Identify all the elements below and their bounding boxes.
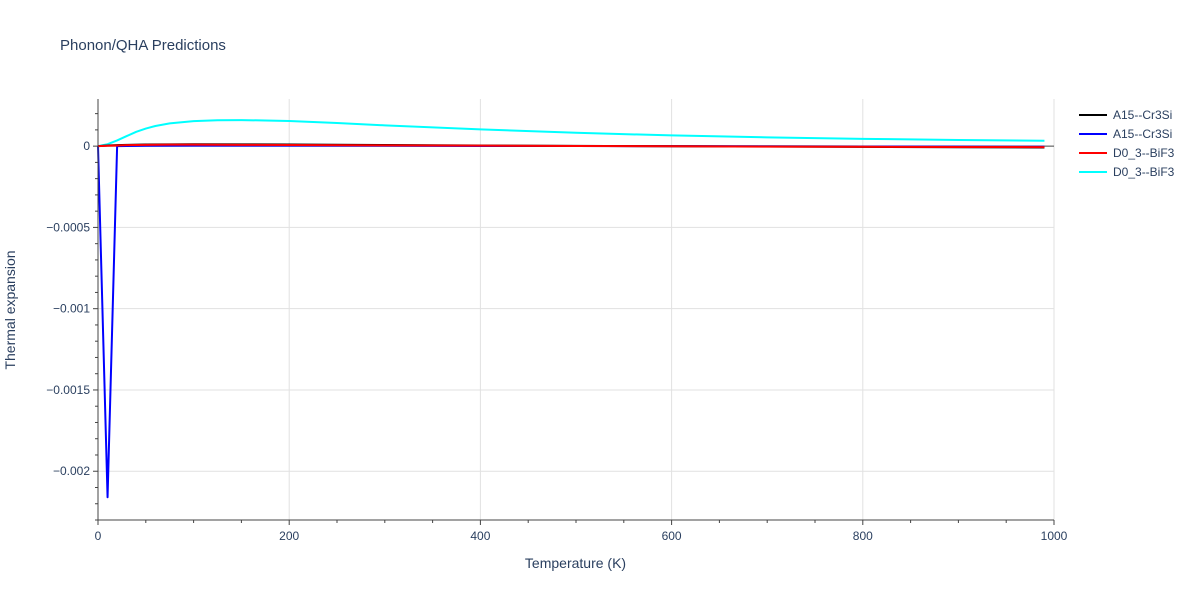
chart-title: Phonon/QHA Predictions <box>60 37 226 54</box>
x-tick-label: 0 <box>95 529 102 543</box>
x-axis-title: Temperature (K) <box>525 555 626 571</box>
x-tick-label: 1000 <box>1041 529 1068 543</box>
legend-label: A15--Cr3Si <box>1113 127 1172 141</box>
y-tick-label: 0 <box>83 139 90 153</box>
x-tick-label: 600 <box>662 529 682 543</box>
x-tick-label: 200 <box>279 529 299 543</box>
legend-label: A15--Cr3Si <box>1113 108 1172 122</box>
x-axis-ticks: 0 200 400 600 800 1000 <box>95 520 1068 543</box>
x-tick-label: 400 <box>470 529 490 543</box>
y-tick-label: −0.001 <box>53 302 90 316</box>
plot-series <box>97 119 1045 499</box>
legend: A15--Cr3Si A15--Cr3Si D0_3--BiF3 D0_3--BiF3 <box>1079 108 1175 179</box>
legend-label: D0_3--BiF3 <box>1113 146 1175 160</box>
series-line-3 <box>97 119 1045 148</box>
y-tick-label: −0.002 <box>53 464 90 478</box>
legend-label: D0_3--BiF3 <box>1113 165 1175 179</box>
y-tick-label: −0.0015 <box>46 383 90 397</box>
y-axis-title: Thermal expansion <box>2 250 18 369</box>
x-tick-label: 800 <box>853 529 873 543</box>
y-axis-ticks: 0 −0.0005 −0.001 −0.0015 −0.002 <box>46 113 98 521</box>
y-tick-label: −0.0005 <box>46 220 90 234</box>
series-line-2 <box>97 143 1045 149</box>
gridlines <box>98 99 1055 520</box>
